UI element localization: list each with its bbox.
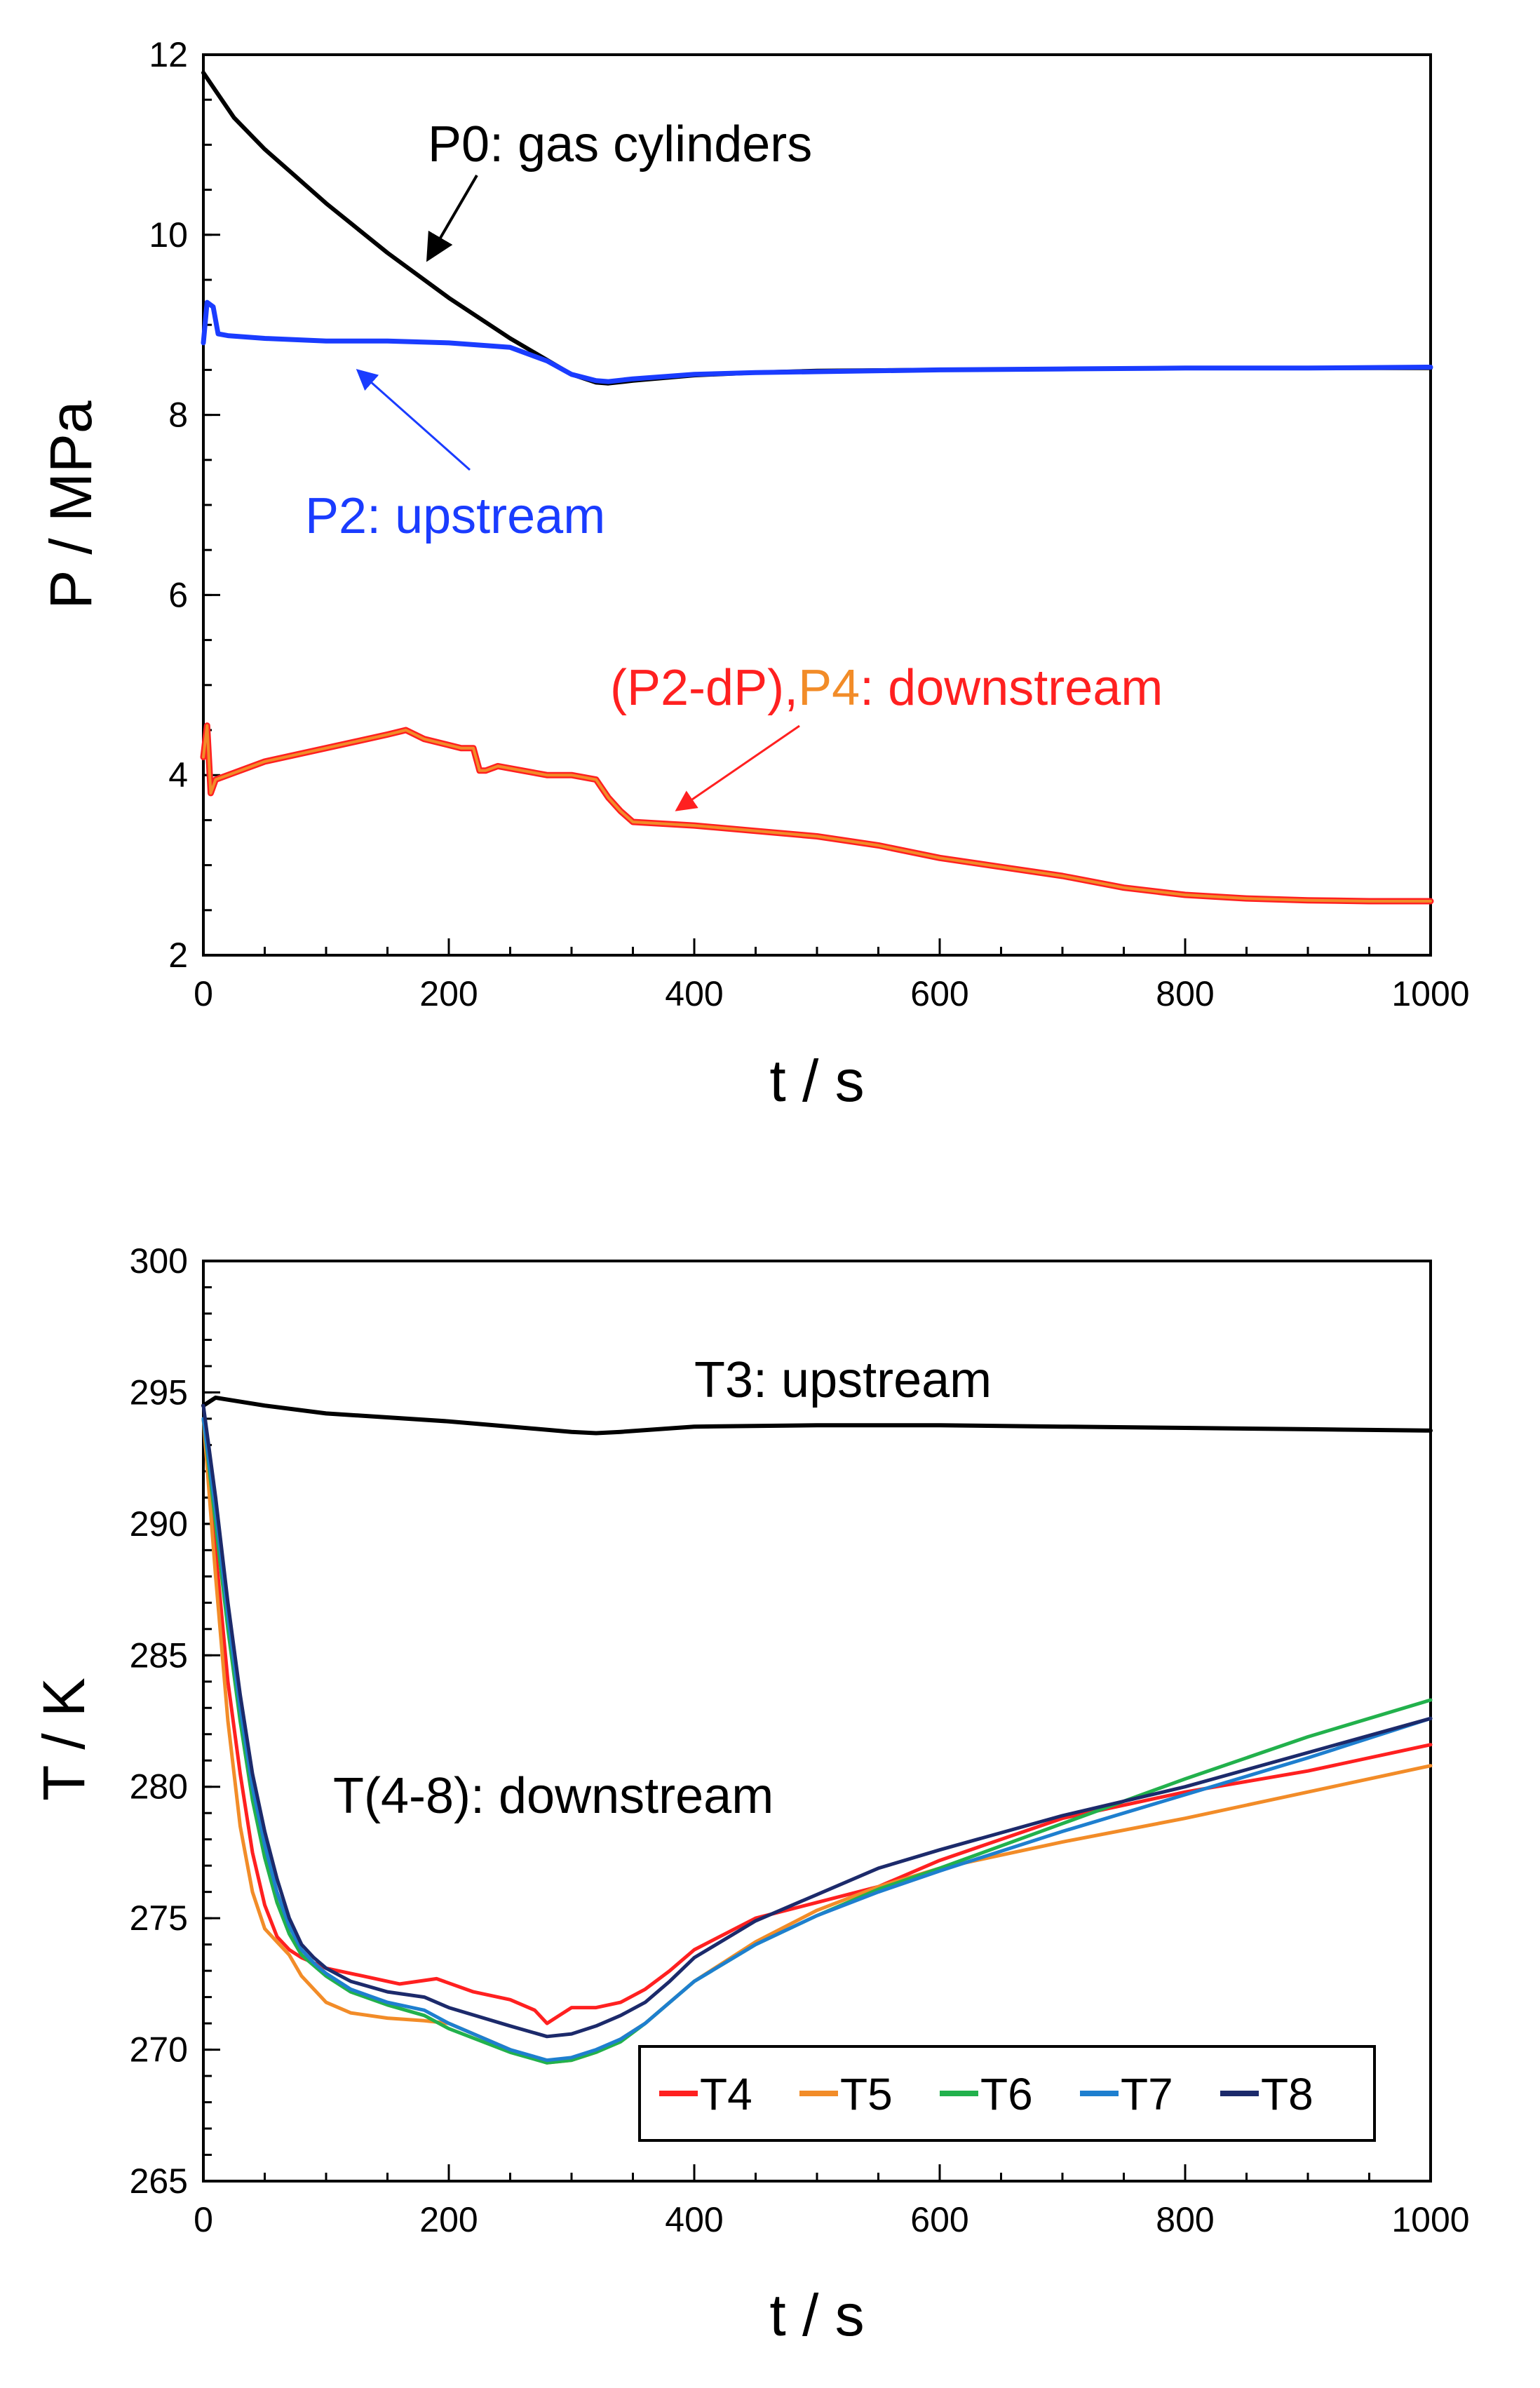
x-tick-label: 1000 [1391,2200,1469,2239]
annotation-t48: T(4-8): downstream [333,1768,774,1824]
x-tick-label: 1000 [1391,974,1469,1013]
y-tick-label: 4 [168,755,188,795]
annotation-downstream: (P2-dP),P4: downstream [610,660,1163,716]
annotation-downstream-label: : downstream [860,660,1163,716]
pressure-x-axis-title: t / s [769,1048,864,1114]
legend-label-t8: T8 [1261,2069,1313,2119]
x-tick-label: 0 [194,2200,213,2239]
temperature-chart: 0 200 400 600 800 1000 265 270 275 280 285 290 295 30… [31,1241,1470,2348]
temperature-x-axis-title: t / s [769,2282,864,2348]
y-tick-label: 285 [130,1635,188,1675]
y-tick-label: 270 [130,2030,188,2070]
annotation-p0: P0: gas cylinders [428,116,812,173]
arrow-p2 [356,369,471,471]
temperature-axis-ticks: 0 200 400 600 800 1000 265 270 275 280 285 290 295 30… [130,1241,1470,2239]
annotation-p2dp: (P2-dP), [610,660,798,716]
temperature-y-axis-title: T / K [31,1678,97,1801]
x-tick-label: 200 [419,2200,478,2239]
pressure-axis-ticks: 0 200 400 600 800 1000 2 4 6 8 10 12 [149,35,1469,1013]
series-line-t6 [201,1417,1433,2065]
y-tick-label: 10 [149,215,188,255]
temperature-series-group [201,1395,1433,2065]
arrow-downstream [675,724,800,811]
series-line-p2 [201,299,1433,384]
x-tick-label: 800 [1156,974,1214,1013]
y-tick-label: 280 [130,1767,188,1807]
temperature-legend: T4 T5 T6 T7 T8 [638,2045,1376,2142]
x-tick-label: 600 [910,974,968,1013]
x-tick-label: 600 [910,2200,968,2239]
pressure-plot-area [202,53,1432,957]
annotation-p4: P4 [798,660,860,716]
legend-label-t5: T5 [840,2069,893,2119]
legend-label-t4: T4 [700,2069,752,2119]
y-tick-label: 12 [149,35,188,74]
x-tick-label: 400 [665,2200,723,2239]
y-tick-label: 2 [168,936,188,975]
legend-label-t6: T6 [980,2069,1033,2119]
arrow-p0 [426,174,478,262]
temperature-plot-area [202,1260,1432,2183]
annotation-p2: P2: upstream [305,488,605,544]
series-line-t7 [201,1417,1433,2063]
x-tick-label: 0 [194,974,213,1013]
series-line-t8 [201,1403,1433,2039]
x-tick-label: 800 [1156,2200,1214,2239]
y-tick-label: 290 [130,1504,188,1544]
pressure-y-axis-title: P / MPa [38,400,104,609]
y-tick-label: 295 [130,1372,188,1412]
y-tick-label: 6 [168,575,188,614]
x-tick-label: 200 [419,974,478,1013]
x-tick-label: 400 [665,974,723,1013]
annotation-t3: T3: upstream [694,1352,992,1408]
legend-label-t7: T7 [1121,2069,1173,2119]
y-tick-label: 8 [168,396,188,435]
y-tick-label: 265 [130,2161,188,2201]
pressure-series-group [200,70,1434,905]
series-line-t3 [201,1395,1433,1436]
y-tick-label: 300 [130,1241,188,1281]
series-line-p4 [202,724,1432,903]
y-tick-label: 275 [130,1898,188,1938]
